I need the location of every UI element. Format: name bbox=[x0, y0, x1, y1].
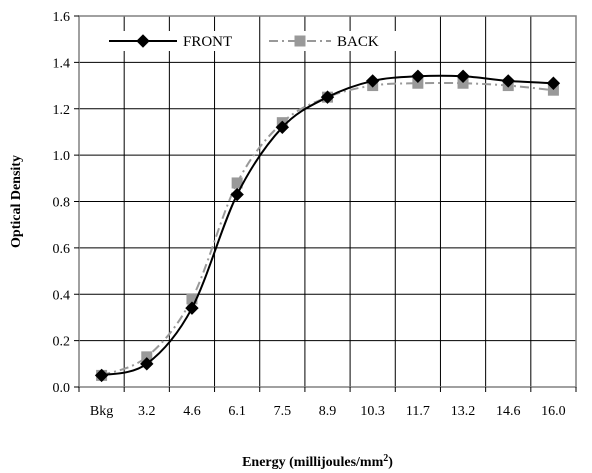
y-tick-label: 1.6 bbox=[53, 10, 71, 25]
legend: FRONT BACK bbox=[107, 31, 405, 51]
x-axis-ticks: Bkg 3.2 4.6 6.1 7.5 8.9 10.3 11.7 13.2 14.6 16.0 bbox=[78, 387, 577, 419]
legend-item-back: BACK bbox=[267, 31, 405, 51]
x-tick-label: 11.7 bbox=[406, 404, 430, 419]
x-tick-label: 4.6 bbox=[183, 404, 201, 419]
series-front bbox=[94, 69, 561, 383]
x-tick-label: 16.0 bbox=[541, 404, 566, 419]
y-axis-title: Optical Density bbox=[9, 155, 24, 248]
data-point-marker bbox=[365, 74, 380, 88]
data-point-marker bbox=[185, 301, 199, 315]
data-point-marker bbox=[320, 90, 335, 104]
y-tick-label: 0.8 bbox=[53, 196, 71, 211]
series-line bbox=[101, 81, 554, 377]
data-point-marker bbox=[411, 69, 425, 83]
legend-label: FRONT bbox=[183, 34, 232, 50]
y-tick-label: 1.4 bbox=[53, 56, 71, 71]
data-point-marker bbox=[456, 69, 470, 83]
y-tick-label: 0.6 bbox=[53, 242, 71, 257]
x-tick-label: 8.9 bbox=[319, 404, 337, 419]
x-tick-label: 10.3 bbox=[360, 404, 385, 419]
data-point-marker bbox=[140, 357, 154, 371]
x-axis-title-superscript: 2 bbox=[383, 453, 388, 464]
data-point-marker bbox=[94, 368, 109, 383]
legend-marker bbox=[294, 35, 306, 47]
legend-marker bbox=[136, 34, 150, 48]
x-tick-label: Bkg bbox=[90, 404, 113, 419]
grid-lines bbox=[79, 15, 576, 388]
series-back bbox=[96, 77, 559, 381]
x-tick-label: 3.2 bbox=[138, 404, 156, 419]
y-tick-label: 0.0 bbox=[53, 381, 71, 396]
data-point-marker bbox=[230, 187, 244, 202]
x-axis-title-suffix: ) bbox=[388, 455, 393, 470]
x-tick-label: 7.5 bbox=[274, 404, 292, 419]
y-tick-label: 0.2 bbox=[53, 335, 71, 350]
data-point-marker bbox=[546, 76, 561, 90]
data-point-marker bbox=[275, 120, 290, 135]
y-tick-label: 1.0 bbox=[53, 149, 71, 164]
x-axis-title: Energy (millijoules/mm2) bbox=[242, 453, 393, 471]
y-tick-label: 0.4 bbox=[53, 288, 71, 303]
x-tick-label: 14.6 bbox=[496, 404, 521, 419]
x-axis-title-text: Energy (millijoules/mm bbox=[242, 455, 383, 470]
y-tick-label: 1.2 bbox=[53, 103, 71, 118]
series-layer bbox=[94, 69, 561, 383]
legend-item-front: FRONT bbox=[107, 31, 251, 51]
y-axis-ticks: 0.0 0.2 0.4 0.6 0.8 1.0 1.2 1.4 1.6 bbox=[53, 10, 79, 396]
x-tick-label: 13.2 bbox=[451, 404, 476, 419]
legend-label: BACK bbox=[337, 34, 379, 50]
data-point-marker bbox=[501, 74, 515, 88]
legend-background bbox=[267, 31, 405, 51]
x-tick-label: 6.1 bbox=[228, 404, 246, 419]
series-line bbox=[101, 74, 554, 377]
